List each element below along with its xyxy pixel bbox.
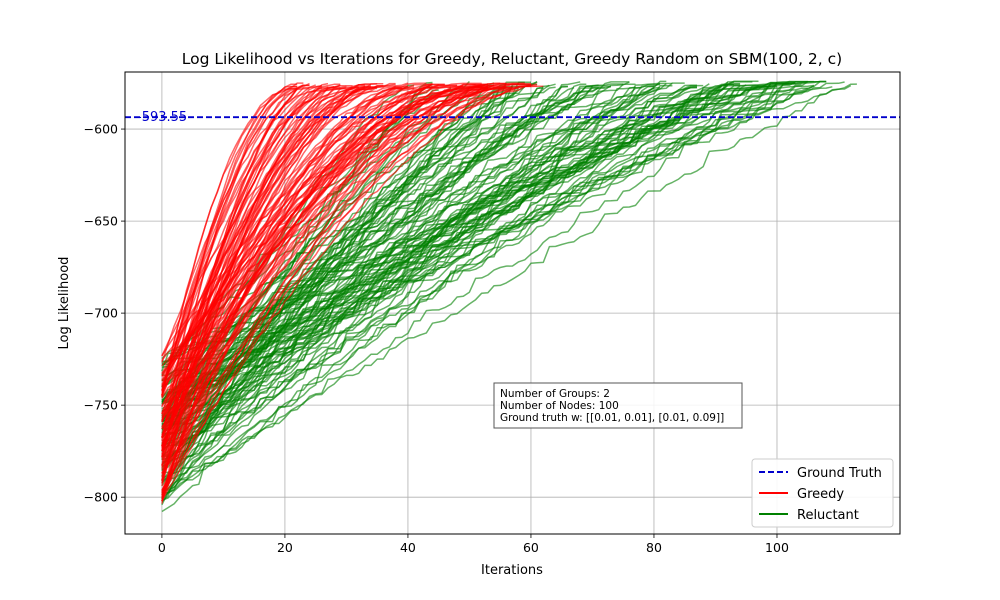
- greedy-run-line: [161, 85, 532, 367]
- reluctant-run-line: [161, 81, 796, 422]
- reluctant-run-line: [161, 84, 852, 419]
- y-axis-label: Log Likelihood: [57, 257, 72, 350]
- reluctant-run-line: [161, 84, 747, 494]
- greedy-run-line: [161, 85, 322, 391]
- info-box-frame: [493, 382, 743, 429]
- x-tick-label: 40: [400, 540, 416, 555]
- y-tick-label: −800: [84, 490, 118, 505]
- x-tick-label: 100: [765, 540, 789, 555]
- x-tick-label: 20: [277, 540, 293, 555]
- greedy-run-line: [161, 85, 531, 491]
- info-box: Number of Groups: 2 Number of Nodes: 100…: [493, 382, 743, 429]
- y-tick-label: −600: [84, 122, 118, 137]
- plot-frame: [124, 71, 901, 535]
- greedy-run-line: [161, 84, 531, 423]
- y-tick-label: −700: [84, 306, 118, 321]
- reluctant-run-line: [161, 82, 796, 366]
- greedy-run-line: [161, 84, 310, 504]
- legend: Ground Truth Greedy Reluctant: [751, 458, 894, 528]
- x-tick-label: 60: [523, 540, 539, 555]
- greedy-run-line: [161, 84, 384, 422]
- reluctant-run-line: [161, 84, 759, 382]
- greedy-run-line: [161, 87, 402, 481]
- x-tick-label: 0: [158, 540, 166, 555]
- greedy-run-line: [161, 84, 433, 449]
- legend-label-reluctant: Reluctant: [797, 508, 859, 523]
- reluctant-run-line: [161, 83, 857, 492]
- greedy-run-line: [161, 87, 310, 396]
- reluctant-run-line: [161, 83, 802, 398]
- greedy-run-line: [161, 83, 341, 452]
- reluctant-run-line: [161, 81, 735, 387]
- legend-label-ground-truth: Ground Truth: [797, 466, 882, 481]
- info-nodes: Number of Nodes: 100: [500, 400, 619, 412]
- reluctant-run-line: [161, 86, 599, 402]
- greedy-run-line: [161, 83, 298, 438]
- reluctant-run-line: [161, 85, 815, 501]
- legend-label-greedy: Greedy: [797, 487, 844, 502]
- greedy-run-line: [161, 86, 439, 496]
- greedy-run-line: [161, 87, 513, 475]
- reluctant-run-line: [161, 82, 673, 496]
- greedy-run-line: [161, 87, 298, 396]
- greedy-run-line: [161, 85, 365, 398]
- reluctant-run-line: [161, 85, 777, 451]
- greedy-run-line: [161, 84, 353, 388]
- greedy-run-line: [161, 87, 494, 461]
- ground-truth-value-label: -593.55: [137, 110, 187, 125]
- y-tick-label: −650: [84, 214, 118, 229]
- chart-title: Log Likelihood vs Iterations for Greedy,…: [182, 50, 842, 68]
- x-axis-label: Iterations: [481, 563, 543, 578]
- x-tick-label: 80: [646, 540, 662, 555]
- greedy-run-line: [161, 84, 341, 499]
- reluctant-run-line: [161, 84, 704, 482]
- legend-frame: [751, 458, 894, 528]
- y-tick-label: −750: [84, 398, 118, 413]
- reluctant-run-line: [161, 83, 661, 471]
- greedy-run-line: [161, 85, 415, 375]
- reluctant-run-line: [161, 83, 624, 445]
- info-ground-truth-w: Ground truth w: [[0.01, 0.01], [0.01, 0.…: [500, 412, 724, 424]
- greedy-run-line: [161, 83, 538, 448]
- greedy-run-line: [161, 85, 544, 474]
- series-lines: [161, 80, 857, 513]
- reluctant-run-line: [161, 80, 814, 501]
- greedy-run-line: [161, 87, 489, 493]
- greedy-run-line: [161, 85, 464, 498]
- greedy-run-line: [161, 86, 353, 421]
- axis-ticks: 0 20 40 60 80 100 −600 −650 −700 −750 −800: [84, 122, 789, 555]
- info-groups: Number of Groups: 2: [500, 388, 610, 400]
- greedy-run-line: [161, 84, 316, 396]
